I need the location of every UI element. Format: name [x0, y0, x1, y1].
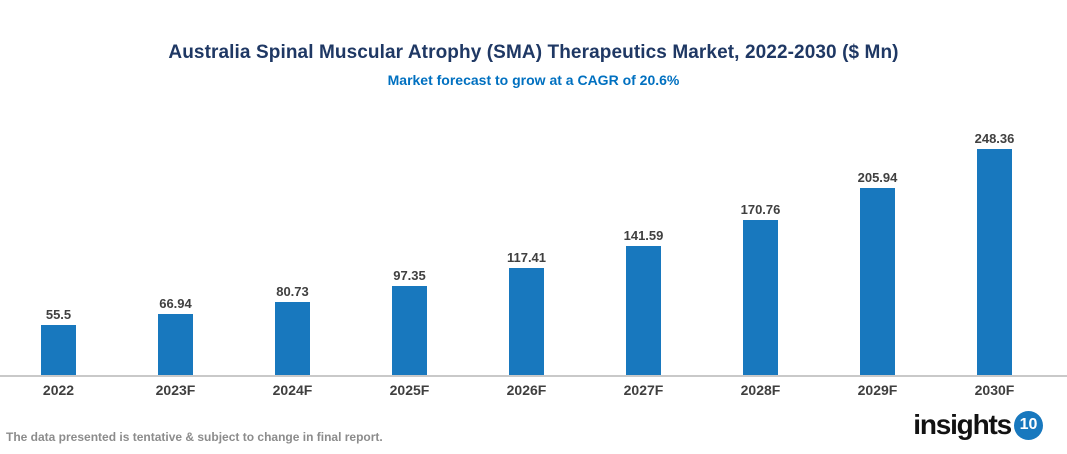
chart-title: Australia Spinal Muscular Atrophy (SMA) …	[168, 42, 899, 63]
bar-value-label: 205.94	[857, 169, 898, 185]
bar-column: 80.73	[234, 284, 351, 375]
x-axis-label: 2027F	[623, 382, 664, 398]
bar-column: 117.41	[468, 250, 585, 375]
bar	[860, 187, 895, 375]
x-axis-labels: 2022 2023F 2024F 2025F 2026F 2027F 2028F 2029F 2…	[0, 382, 1053, 398]
bar-column: 66.94	[117, 296, 234, 375]
bar	[41, 324, 76, 375]
bar	[626, 246, 661, 375]
bar-value-label: 248.36	[974, 131, 1015, 146]
bar-column: 97.35	[351, 268, 468, 375]
bar	[977, 149, 1012, 375]
bar-value-label: 141.59	[623, 228, 664, 244]
bar-value-label: 170.76	[740, 201, 781, 217]
bar-column: 248.36	[936, 131, 1053, 375]
x-axis-label: 2026F	[506, 382, 547, 398]
bar	[743, 219, 778, 375]
bar-column: 141.59	[585, 228, 702, 375]
insights10-logo: insights 10	[913, 409, 1043, 441]
x-axis-line	[0, 375, 1067, 377]
bar-value-label: 117.41	[506, 250, 547, 266]
x-axis-label: 2022	[42, 382, 75, 398]
bar-value-label: 80.73	[276, 283, 309, 299]
bar	[509, 268, 544, 375]
x-axis-label: 2030F	[974, 382, 1015, 398]
bar-column: 170.76	[702, 202, 819, 375]
bar-column: 55.5	[0, 306, 117, 375]
bar-value-label: 55.5	[45, 306, 72, 322]
bar-value-label: 97.35	[393, 268, 426, 284]
bar	[392, 286, 427, 375]
logo-wordmark: insights	[913, 409, 1012, 440]
bar-column: 205.94	[819, 170, 936, 375]
x-axis-label: 2024F	[272, 382, 313, 398]
bar	[158, 314, 193, 375]
chart-subtitle: Market forecast to grow at a CAGR of 20.…	[387, 72, 680, 88]
bars: 55.5 66.94 80.73 97.35 117.41 141.59 170.76 205…	[0, 105, 1053, 375]
x-axis-label: 2025F	[389, 382, 430, 398]
disclaimer-text: The data presented is tentative & subjec…	[6, 430, 383, 444]
x-axis-label: 2029F	[857, 382, 898, 398]
bar	[275, 301, 310, 375]
x-axis-label: 2028F	[740, 382, 781, 398]
bar-value-label: 66.94	[159, 296, 192, 312]
logo-badge: 10	[1014, 410, 1043, 440]
x-axis-label: 2023F	[155, 382, 196, 398]
